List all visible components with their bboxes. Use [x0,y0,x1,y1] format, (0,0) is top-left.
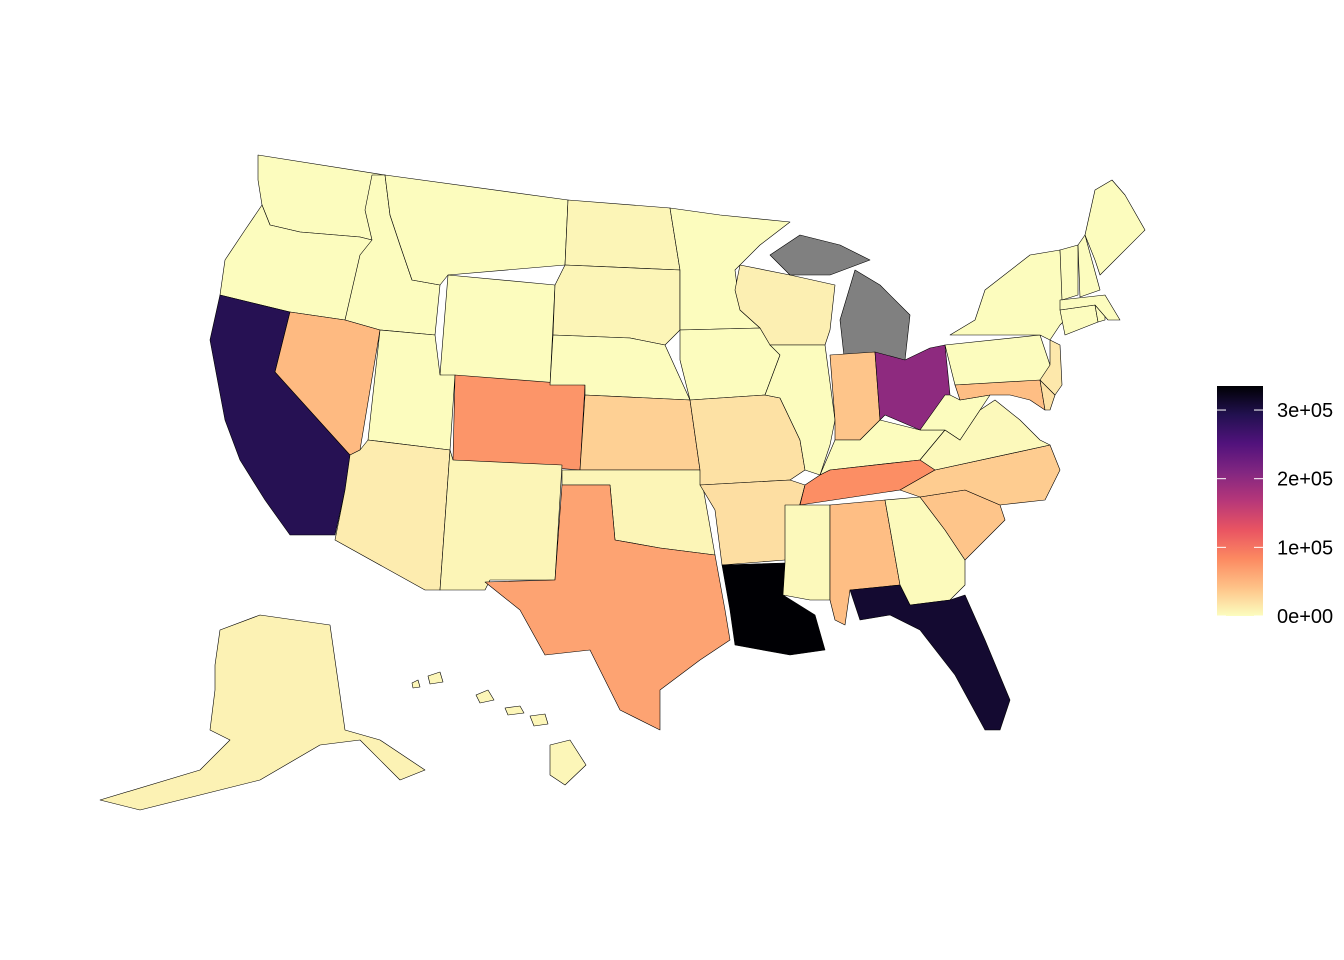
state-layer [99,154,1146,811]
state-me [1084,179,1146,276]
state-il [764,344,836,476]
state-ia [679,327,781,401]
state-ma [1059,294,1121,321]
state-hi [475,689,495,704]
state-ms [782,504,831,601]
state-in [829,351,881,441]
legend-colorbar [1217,386,1263,616]
state-ct [1059,304,1099,336]
state-mi [839,269,911,366]
state-nm [439,449,563,591]
legend-tick-label: 3e+05 [1277,400,1333,422]
legend-tick-label: 2e+05 [1277,469,1333,491]
state-nc [899,444,1061,506]
state-hi [411,679,421,689]
state-ny [949,249,1066,341]
state-nj [1039,339,1063,396]
state-ak [99,614,426,811]
state-hi [549,739,587,786]
state-mt [384,174,569,286]
state-hi [529,713,549,727]
state-hi [504,705,525,716]
state-tx [484,484,731,731]
state-nd [564,199,681,271]
state-hi [427,671,444,685]
state-co [452,374,586,471]
state-nh [1077,234,1101,298]
legend-tick-label: 1e+05 [1277,537,1333,559]
state-ks [579,394,701,471]
state-mi [769,234,871,276]
state-az [334,439,451,591]
color-legend: 0e+00 1e+05 2e+05 3e+05 [1217,386,1333,628]
state-sd [552,264,681,346]
state-vt [1059,244,1079,301]
state-pa [944,334,1051,386]
legend-tick-label: 0e+00 [1277,606,1333,628]
state-wy [439,274,556,386]
state-fl [849,584,1011,731]
